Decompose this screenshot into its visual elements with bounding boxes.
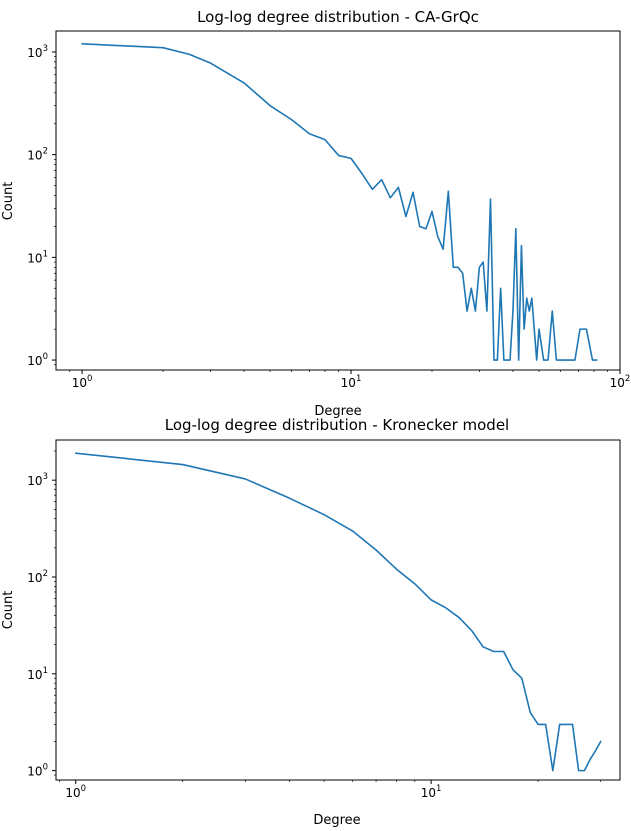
chart-title: Log-log degree distribution - Kronecker … <box>165 416 509 434</box>
y-tick-label: 103 <box>27 44 48 60</box>
y-tick-label: 101 <box>27 666 48 682</box>
x-tick-label: 100 <box>65 784 86 800</box>
y-tick-label: 101 <box>27 249 48 265</box>
y-tick-label: 100 <box>27 352 48 368</box>
plot-area <box>55 30 621 371</box>
y-tick-label: 102 <box>27 569 48 585</box>
y-tick-label: 103 <box>27 472 48 488</box>
x-axis-label: Degree <box>314 404 361 419</box>
chart-title: Log-log degree distribution - CA-GrQc <box>197 8 479 26</box>
x-tick-label: 101 <box>341 374 362 390</box>
chart-kronecker: Log-log degree distribution - Kronecker … <box>1 416 621 828</box>
x-axis-label: Degree <box>313 813 360 828</box>
x-tick-label: 102 <box>610 374 631 390</box>
y-tick-label: 102 <box>27 147 48 163</box>
y-axis-label: Count <box>1 182 16 221</box>
series-line <box>74 452 602 772</box>
x-tick-label: 100 <box>72 374 93 390</box>
chart-ca-grqc: Log-log degree distribution - CA-GrQc De… <box>1 8 630 419</box>
y-tick-label: 100 <box>27 763 48 779</box>
y-axis-label: Count <box>1 591 16 630</box>
series-line <box>81 43 598 361</box>
plot-area <box>55 439 621 781</box>
x-tick-label: 101 <box>421 784 442 800</box>
